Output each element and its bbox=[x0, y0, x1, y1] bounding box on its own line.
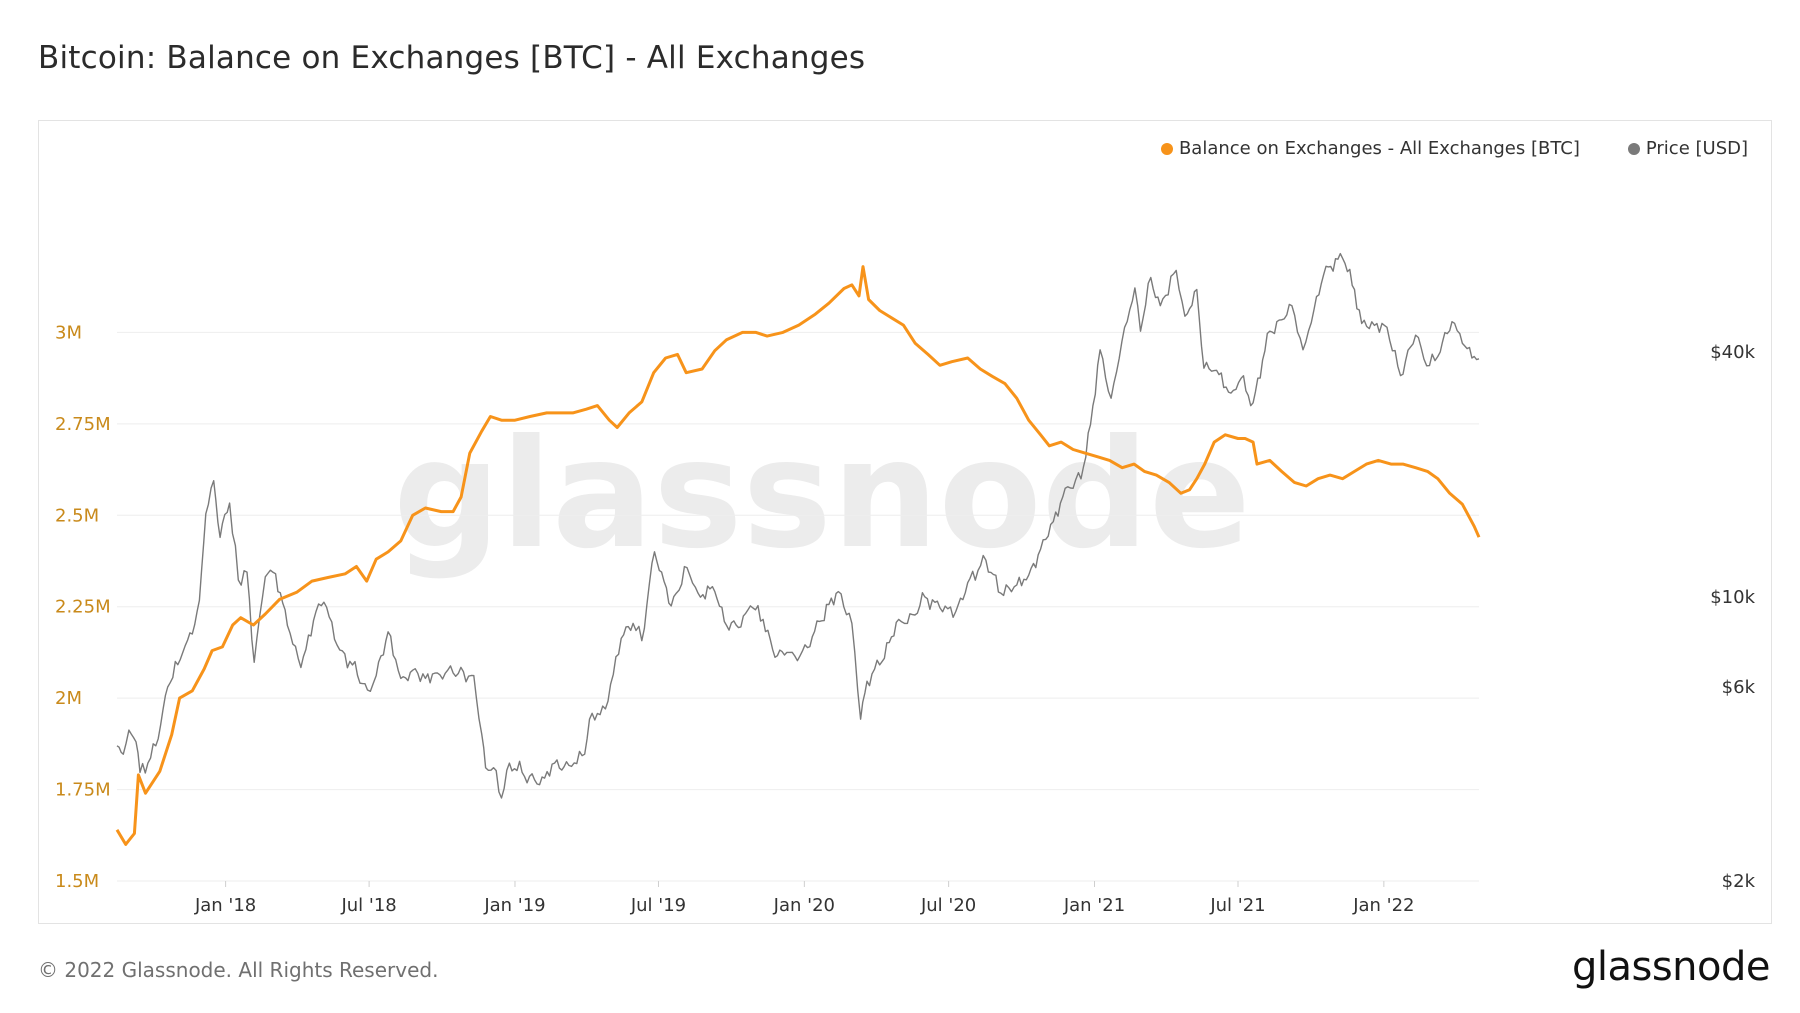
x-axis-tick-label: Jul '21 bbox=[1209, 895, 1265, 916]
left-axis-ticks: 1.5M 1.75M 2M 2.25M 2.5M 2.75M 3M bbox=[55, 322, 111, 892]
legend-label-balance: Balance on Exchanges - All Exchanges [BT… bbox=[1178, 138, 1580, 159]
series-line-balance bbox=[115, 265, 1481, 846]
x-axis-tick-label: Jan '19 bbox=[483, 895, 545, 916]
chart-legend: Balance on Exchanges - All Exchanges [BT… bbox=[1160, 138, 1748, 159]
right-axis-tick-label: $6k bbox=[1722, 677, 1756, 698]
legend-dot-balance-icon bbox=[1160, 142, 1173, 155]
x-axis-ticks: Jan '18 Jul '18 Jan '19 Jul '19 Jan '20 Jul '… bbox=[194, 881, 1415, 916]
left-axis-tick-label: 2M bbox=[55, 688, 82, 709]
right-axis-ticks: $2k $6k $10k $40k bbox=[1710, 342, 1755, 892]
x-axis-tick-label: Jan '20 bbox=[773, 895, 835, 916]
left-axis-tick-label: 2.5M bbox=[55, 505, 99, 526]
x-axis-tick-label: Jan '22 bbox=[1352, 895, 1414, 916]
footer-copyright: © 2022 Glassnode. All Rights Reserved. bbox=[38, 958, 439, 982]
right-axis-tick-label: $40k bbox=[1710, 342, 1755, 363]
left-axis-tick-label: 1.5M bbox=[55, 871, 99, 892]
x-axis-tick-label: Jul '18 bbox=[340, 895, 396, 916]
x-axis-tick-label: Jul '19 bbox=[630, 895, 686, 916]
chart-container: glassnode 1.5M 1.75M 2M 2.25M 2.5M 2.75M 3M $2… bbox=[38, 120, 1772, 924]
right-axis-tick-label: $10k bbox=[1710, 587, 1755, 608]
right-axis-tick-label: $2k bbox=[1722, 871, 1756, 892]
legend-label-price: Price [USD] bbox=[1645, 138, 1748, 159]
series-line-price bbox=[116, 252, 1480, 799]
legend-dot-price-icon bbox=[1627, 142, 1640, 155]
left-axis-tick-label: 2.25M bbox=[55, 597, 111, 618]
left-axis-tick-label: 2.75M bbox=[55, 414, 111, 435]
x-axis-tick-label: Jan '18 bbox=[194, 895, 256, 916]
glassnode-logo[interactable]: glassnode bbox=[1571, 944, 1771, 990]
chart-svg: glassnode 1.5M 1.75M 2M 2.25M 2.5M 2.75M 3M $2… bbox=[55, 252, 1756, 916]
watermark-text: glassnode bbox=[393, 408, 1251, 582]
legend-item-price[interactable]: Price [USD] bbox=[1627, 138, 1748, 159]
page-title: Bitcoin: Balance on Exchanges [BTC] - Al… bbox=[38, 40, 866, 76]
x-axis-tick-label: Jan '21 bbox=[1063, 895, 1125, 916]
x-axis-tick-label: Jul '20 bbox=[920, 895, 976, 916]
left-axis-tick-label: 1.75M bbox=[55, 780, 111, 801]
left-axis-tick-label: 3M bbox=[55, 322, 82, 343]
grid-lines bbox=[117, 331, 1479, 882]
legend-item-balance[interactable]: Balance on Exchanges - All Exchanges [BT… bbox=[1160, 138, 1580, 159]
